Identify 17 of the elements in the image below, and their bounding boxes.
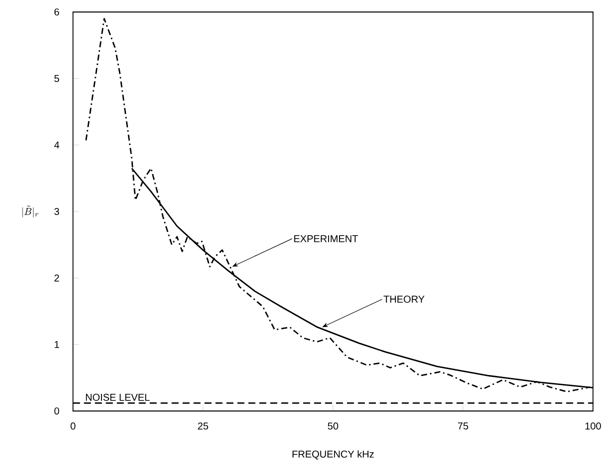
y-tick-label: 5 [54,75,60,82]
y-tick-label: 2 [54,274,60,282]
y-tick-label: 4 [54,142,60,148]
x-tick-label: 25 [198,422,208,430]
y-tick-label: 3 [54,208,60,216]
x-axis-title: FREQUENCY kHz [292,450,374,460]
x-tick-label: 75 [458,422,468,430]
annotation: THEORY [384,296,425,303]
y-tick-label: 6 [54,8,60,16]
x-tick-label: 100 [585,422,601,430]
y-axis-title: $|\tilde{B}|_{r}$ [22,206,38,218]
annotation: EXPERIMENT [294,235,358,242]
x-tick-label: 0 [70,422,76,430]
ref-line-label: NOISE LEVEL [86,394,150,401]
y-tick-label: 1 [54,341,60,348]
x-tick-label: 50 [328,422,338,430]
y-tick-label: 0 [54,407,60,415]
